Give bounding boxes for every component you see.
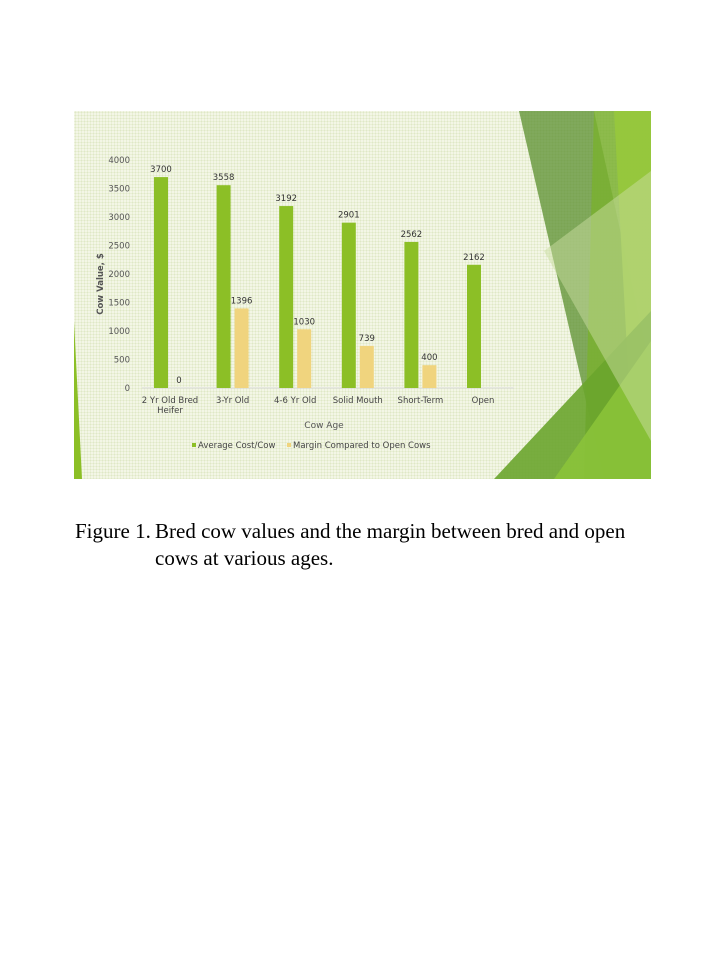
data-label: 3192 bbox=[275, 194, 297, 204]
y-tick-label: 1500 bbox=[108, 299, 130, 309]
bar-average-cost bbox=[216, 185, 231, 388]
caption-label: Figure 1. bbox=[75, 519, 151, 543]
y-tick-label: 1000 bbox=[108, 327, 130, 337]
data-label: 2562 bbox=[401, 230, 423, 240]
bar-margin bbox=[359, 345, 374, 388]
figure-image: 0 500 1000 1500 2000 2500 3000 3500 4000 Cow Valu… bbox=[74, 111, 651, 479]
x-tick-label: 2 Yr Old Bred bbox=[142, 396, 198, 406]
y-tick-label: 0 bbox=[125, 384, 130, 394]
bar-average-cost bbox=[154, 177, 168, 388]
bar-average-cost bbox=[279, 206, 294, 388]
data-label: 2901 bbox=[338, 211, 360, 221]
decorative-shape bbox=[74, 321, 82, 479]
y-tick-label: 3500 bbox=[108, 185, 130, 195]
x-tick-label: Heifer bbox=[157, 406, 183, 416]
legend-swatch bbox=[192, 443, 196, 447]
x-axis-title: Cow Age bbox=[304, 421, 344, 431]
x-tick-label: 4-6 Yr Old bbox=[274, 396, 316, 406]
caption-line2: cows at various ages. bbox=[155, 546, 334, 570]
legend-entry: Average Cost/Cow bbox=[198, 441, 276, 451]
data-label: 0 bbox=[176, 376, 181, 386]
y-tick-label: 3000 bbox=[108, 213, 130, 223]
legend-entry: Margin Compared to Open Cows bbox=[293, 441, 431, 451]
bar-average-cost bbox=[341, 222, 356, 388]
caption-line1: Bred cow values and the margin between b… bbox=[155, 519, 626, 543]
data-label: 1030 bbox=[293, 317, 315, 327]
bar-margin bbox=[234, 308, 249, 388]
data-label: 400 bbox=[421, 353, 437, 363]
x-tick-label: Open bbox=[472, 396, 495, 406]
figure-caption: Figure 1. Bred cow values and the margin … bbox=[75, 518, 635, 572]
bar-margin bbox=[297, 329, 312, 388]
decorative-shape bbox=[544, 171, 651, 441]
bar-margin bbox=[422, 365, 437, 388]
y-tick-label: 4000 bbox=[108, 156, 130, 166]
bar-average-cost bbox=[467, 264, 481, 388]
y-axis-title: Cow Value, $ bbox=[96, 253, 106, 315]
y-tick-label: 2500 bbox=[108, 242, 130, 252]
y-tick-label: 2000 bbox=[108, 270, 130, 280]
data-label: 3700 bbox=[150, 165, 172, 175]
bar-average-cost bbox=[404, 241, 419, 388]
y-tick-label: 500 bbox=[114, 356, 130, 366]
data-label: 739 bbox=[359, 334, 375, 344]
x-tick-label: Short-Term bbox=[398, 396, 444, 406]
legend-swatch bbox=[287, 443, 291, 447]
x-tick-label: 3-Yr Old bbox=[216, 396, 249, 406]
data-label: 1396 bbox=[231, 296, 253, 306]
data-label: 3558 bbox=[213, 173, 235, 183]
data-label: 2162 bbox=[463, 253, 485, 263]
x-tick-label: Solid Mouth bbox=[333, 396, 383, 406]
